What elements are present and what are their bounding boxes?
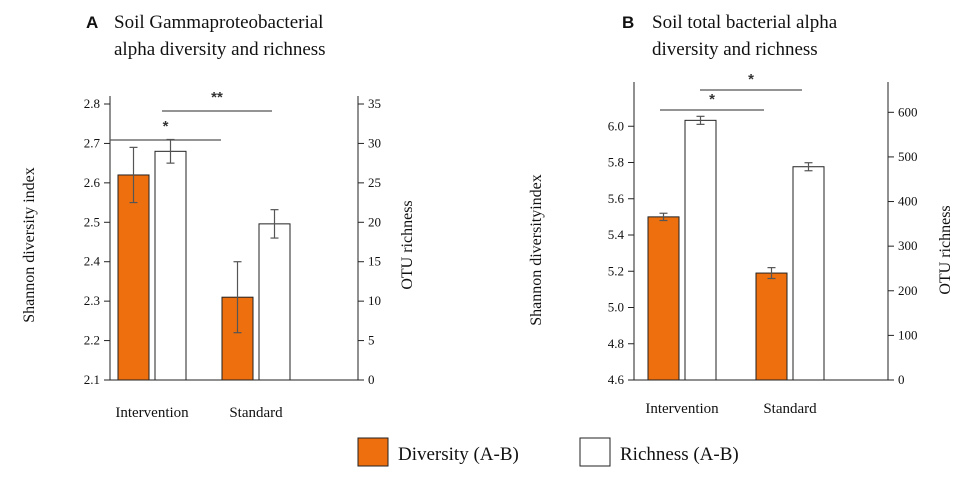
panel-a-category-label-intervention: Intervention bbox=[115, 405, 189, 421]
panel-a-category-label-standard: Standard bbox=[229, 405, 283, 421]
panel-a: A Soil Gammaproteobacterial alpha divers… bbox=[21, 12, 416, 421]
panel-a-y2-tick-label: 0 bbox=[368, 372, 375, 387]
panel-a-y-tick-label: 2.3 bbox=[84, 293, 100, 308]
panel-b-diversity-bar-standard bbox=[755, 272, 788, 381]
panel-a-title-line-2: alpha diversity and richness bbox=[114, 39, 326, 60]
panel-b-y-tick-label: 6.0 bbox=[608, 118, 624, 133]
legend-label-diversity: Diversity (A-B) bbox=[398, 444, 519, 465]
panel-a-y-tick-label: 2.6 bbox=[84, 175, 101, 190]
panel-b-y2-tick-label: 100 bbox=[898, 327, 918, 342]
panel-b-category-label-intervention: Intervention bbox=[645, 401, 719, 417]
panel-a-y2-axis-label: OTU richness bbox=[399, 200, 416, 289]
panel-a-y-tick-label: 2.2 bbox=[84, 333, 100, 348]
panel-a-title-line-1: Soil Gammaproteobacterial bbox=[114, 12, 323, 33]
panel-b-y2-tick-label: 300 bbox=[898, 238, 918, 253]
panel-b-y-tick-label: 5.0 bbox=[608, 300, 624, 315]
panel-a-y-tick-label: 2.1 bbox=[84, 372, 100, 387]
panel-a-richness-bar-standard bbox=[258, 223, 291, 381]
panel-a-y2-tick-label: 25 bbox=[368, 175, 381, 190]
panel-b-y-tick-label: 5.8 bbox=[608, 155, 624, 170]
panel-b-title-line-2: diversity and richness bbox=[652, 39, 818, 60]
panel-b-y-tick-label: 5.2 bbox=[608, 263, 624, 278]
legend-swatch-richness bbox=[579, 437, 611, 467]
panel-b-significance-label: * bbox=[748, 71, 754, 88]
panel-a-y-tick-label: 2.5 bbox=[84, 214, 100, 229]
legend-label-richness: Richness (A-B) bbox=[620, 444, 739, 465]
panel-b-letter: B bbox=[622, 13, 634, 32]
panel-b-y2-tick-label: 0 bbox=[898, 372, 905, 387]
panel-b-richness-bar-intervention bbox=[684, 119, 717, 381]
panel-b-y2-tick-label: 200 bbox=[898, 283, 918, 298]
legend: Diversity (A-B) Richness (A-B) bbox=[357, 437, 739, 467]
panel-b-y-tick-label: 4.8 bbox=[608, 336, 624, 351]
panel-a-significance-label: ** bbox=[211, 89, 223, 106]
panel-a-y2-tick-label: 30 bbox=[368, 135, 381, 150]
panel-b: B Soil total bacterial alpha diversity a… bbox=[528, 12, 954, 417]
panel-b-y-tick-label: 5.4 bbox=[608, 227, 625, 242]
panel-b-significance-label: * bbox=[709, 91, 715, 108]
panel-a-significance-label: * bbox=[163, 118, 169, 135]
panel-b-richness-bar-standard bbox=[792, 166, 825, 381]
panel-a-y2-tick-label: 35 bbox=[368, 96, 381, 111]
panel-a-letter: A bbox=[86, 13, 98, 32]
panel-b-y2-tick-label: 500 bbox=[898, 149, 918, 164]
panel-a-y-tick-label: 2.7 bbox=[84, 135, 101, 150]
panel-b-category-label-standard: Standard bbox=[763, 401, 817, 417]
panel-a-richness-bar-intervention bbox=[154, 150, 187, 381]
panel-b-title-line-1: Soil total bacterial alpha bbox=[652, 12, 838, 33]
panel-a-diversity-bar-intervention bbox=[117, 174, 150, 381]
panel-b-diversity-bar-intervention bbox=[647, 216, 680, 381]
panel-b-y2-tick-label: 600 bbox=[898, 104, 918, 119]
legend-swatch-diversity bbox=[357, 437, 389, 467]
panel-a-y-tick-label: 2.4 bbox=[84, 254, 101, 269]
panel-b-y2-tick-label: 400 bbox=[898, 194, 918, 209]
panel-a-y2-tick-label: 15 bbox=[368, 254, 381, 269]
panel-b-y2-axis-label: OTU richness bbox=[937, 205, 954, 294]
panel-a-y-axis-label: Shannon diversity index bbox=[21, 167, 38, 323]
panel-b-y-tick-label: 4.6 bbox=[608, 372, 625, 387]
panel-a-y2-tick-label: 10 bbox=[368, 293, 381, 308]
panel-b-y-axis-label: Shannon diversityindex bbox=[528, 174, 545, 326]
panel-a-y-tick-label: 2.8 bbox=[84, 96, 100, 111]
panel-a-y2-tick-label: 5 bbox=[368, 333, 375, 348]
panel-a-y2-tick-label: 20 bbox=[368, 214, 381, 229]
panel-b-y-tick-label: 5.6 bbox=[608, 191, 625, 206]
